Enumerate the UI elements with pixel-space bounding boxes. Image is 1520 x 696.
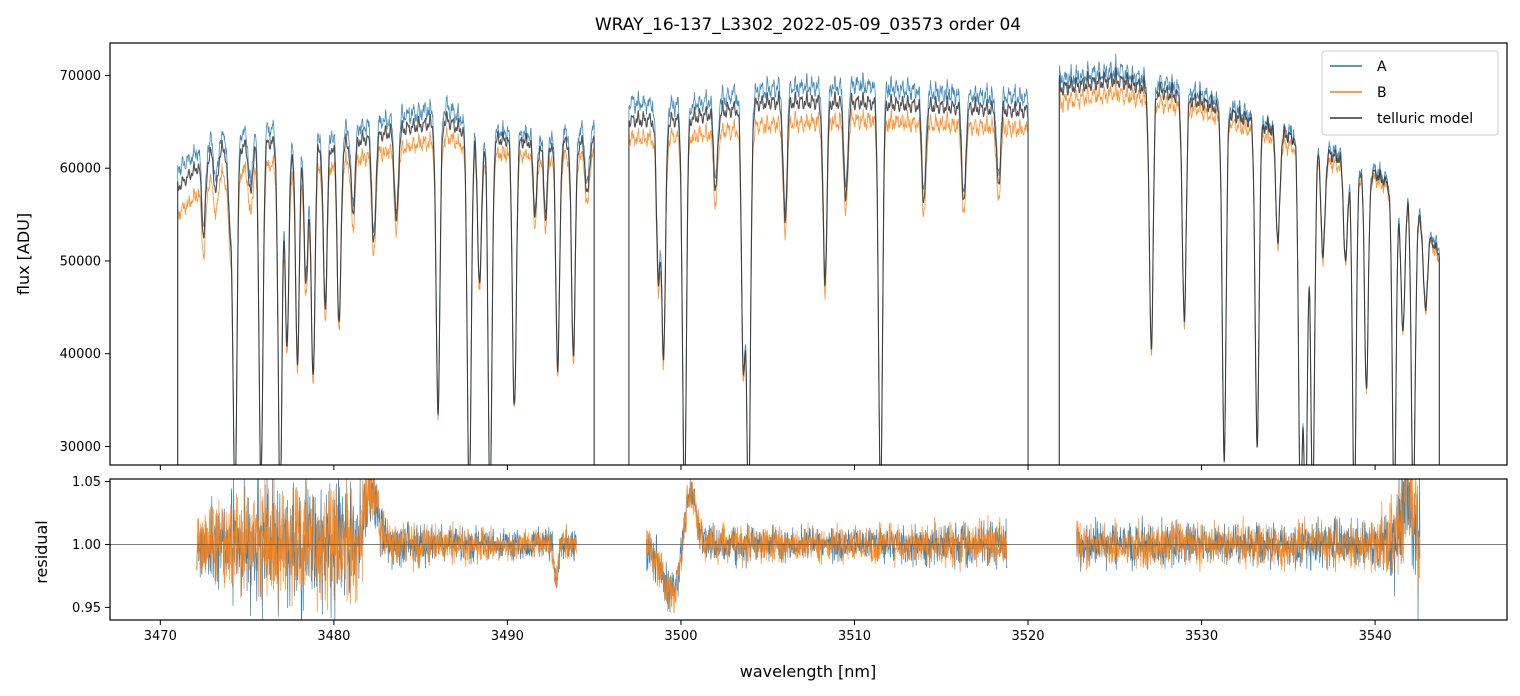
- residual-axes-frame: [109, 478, 1508, 621]
- residual-line-b-segment-3: [1076, 479, 1421, 589]
- residual-x-tick-label: 3470: [144, 629, 177, 644]
- residual-x-tick-label: 3480: [317, 629, 350, 644]
- residual-line-b-segment-2: [645, 479, 1008, 612]
- residual-x-tick-label: 3510: [838, 629, 871, 644]
- flux-y-tick-label: 50000: [60, 254, 101, 269]
- legend: A B telluric model: [1321, 50, 1499, 136]
- residual-y-ticks: 0.95 1.00 1.05: [72, 475, 110, 616]
- residual-x-ticks: 3470 3480 3490 3500 3510 3520 3530 3540: [144, 620, 1392, 644]
- residual-x-tick-label: 3540: [1359, 629, 1392, 644]
- flux-y-tick-label: 70000: [60, 69, 101, 84]
- legend-label-b: B: [1377, 85, 1387, 101]
- flux-series-group: [177, 53, 1440, 465]
- residual-x-tick-label: 3490: [491, 629, 524, 644]
- flux-y-axis-label: flux [ADU]: [14, 213, 33, 295]
- residual-x-tick-label: 3530: [1185, 629, 1218, 644]
- flux-panel: 30000 40000 50000 60000 70000 flux [ADU] A B…: [14, 42, 1508, 470]
- residual-y-axis-label: residual: [32, 520, 51, 583]
- legend-label-a: A: [1377, 59, 1387, 75]
- chart-title: WRAY_16-137_L3302_2022-05-09_03573 order…: [595, 15, 1021, 35]
- residual-series-group: [196, 479, 1421, 620]
- flux-line-telluric-model-segment-3: [1058, 66, 1440, 465]
- x-axis-label: wavelength [nm]: [740, 662, 877, 681]
- flux-y-tick-label: 30000: [60, 440, 101, 455]
- flux-line-telluric-model-segment-1: [177, 110, 595, 465]
- flux-x-ticks: [159, 465, 1376, 470]
- flux-y-tick-label: 60000: [60, 162, 101, 177]
- flux-line-b-segment-3: [1058, 78, 1440, 465]
- residual-y-tick-label: 1.00: [72, 538, 101, 553]
- residual-x-tick-label: 3500: [664, 629, 697, 644]
- flux-line-a-segment-1: [177, 94, 595, 465]
- flux-y-tick-label: 40000: [60, 347, 101, 362]
- residual-x-tick-label: 3520: [1011, 629, 1044, 644]
- flux-line-b-segment-1: [177, 126, 595, 465]
- residual-panel: 0.95 1.00 1.05 3470 3480 3490 3500 3510 3520 353…: [32, 475, 1508, 681]
- flux-line-telluric-model-segment-2: [628, 90, 1029, 465]
- residual-y-tick-label: 0.95: [72, 601, 101, 616]
- flux-axes-frame: [109, 42, 1508, 466]
- flux-y-ticks: 30000 40000 50000 60000 70000: [60, 69, 110, 455]
- residual-y-tick-label: 1.05: [72, 475, 101, 490]
- legend-box: [1321, 50, 1499, 136]
- legend-label-telluric: telluric model: [1377, 111, 1473, 127]
